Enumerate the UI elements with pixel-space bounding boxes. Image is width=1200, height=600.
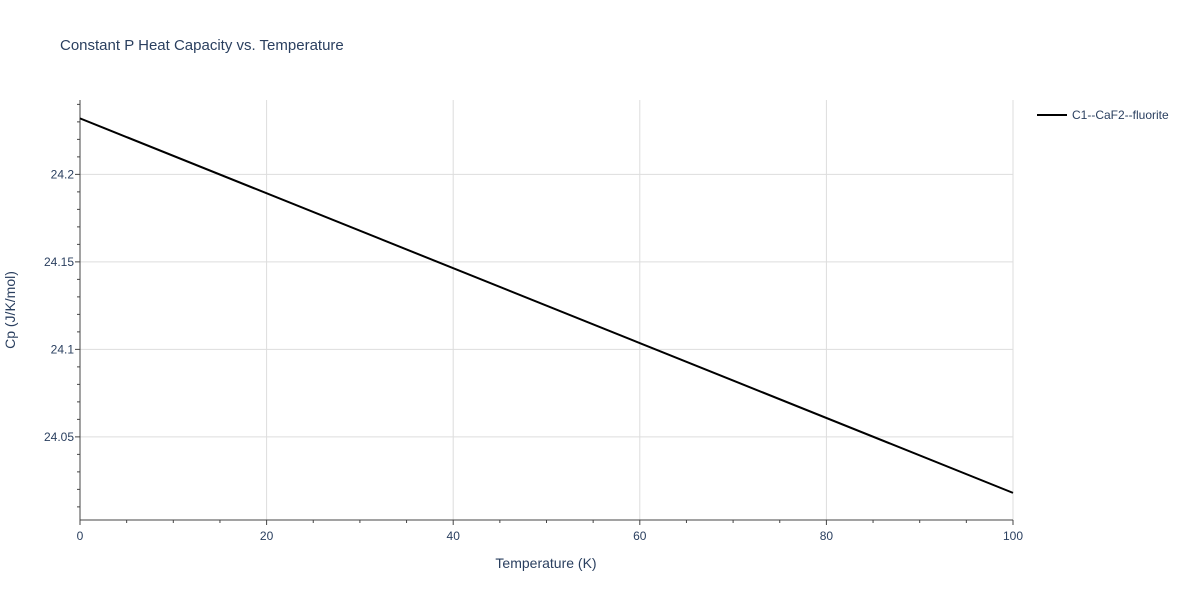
y-tick-label: 24.1 xyxy=(51,342,75,356)
x-axis-title: Temperature (K) xyxy=(495,555,596,571)
series-line xyxy=(79,117,1014,494)
legend-label: C1--CaF2--fluorite xyxy=(1072,108,1169,122)
x-tick-label: 60 xyxy=(633,529,647,543)
y-axis: 24.05 24.1 24.15 24.2 xyxy=(44,100,81,520)
y-tick-label: 24.05 xyxy=(44,430,74,444)
x-tick-label: 0 xyxy=(77,529,84,543)
y-axis-title: Cp (J/K/mol) xyxy=(2,271,18,349)
x-tick-label: 40 xyxy=(447,529,461,543)
chart-title: Constant P Heat Capacity vs. Temperature xyxy=(60,37,344,54)
x-axis: 0 20 40 60 80 100 xyxy=(77,519,1023,543)
x-tick-label: 20 xyxy=(260,529,274,543)
legend[interactable]: C1--CaF2--fluorite xyxy=(1037,108,1169,122)
y-tick-label: 24.15 xyxy=(44,255,74,269)
y-tick-label: 24.2 xyxy=(51,167,75,181)
x-tick-label: 100 xyxy=(1003,529,1023,543)
series-layer xyxy=(79,117,1014,494)
grid-lines xyxy=(80,100,1014,520)
x-tick-label: 80 xyxy=(820,529,834,543)
